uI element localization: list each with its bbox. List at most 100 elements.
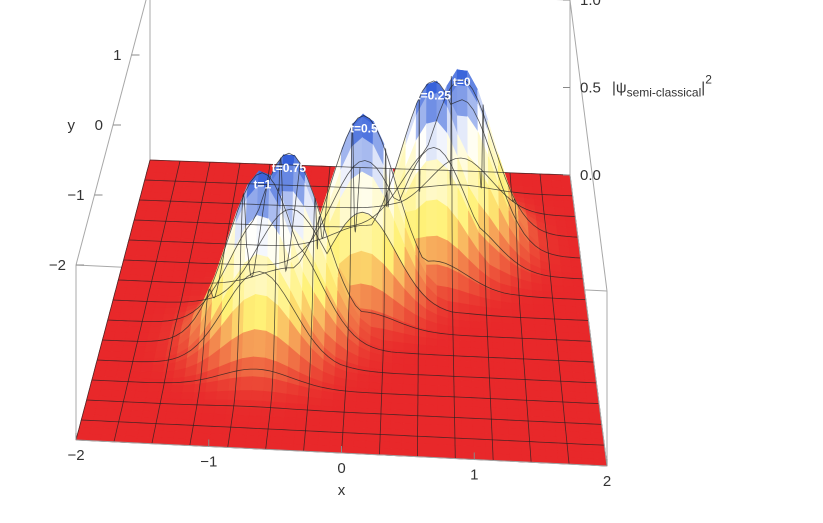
surface-patch xyxy=(588,412,602,421)
surface-patch xyxy=(193,174,205,182)
surface-patch xyxy=(553,200,565,208)
surface-patch xyxy=(449,418,462,427)
surface-patch xyxy=(253,163,265,171)
surface-patch xyxy=(204,391,218,401)
surface-patch xyxy=(317,444,331,453)
surface-patch xyxy=(350,171,363,219)
surface-patch xyxy=(196,439,211,447)
surface-patch xyxy=(169,282,183,291)
surface-patch xyxy=(184,212,197,220)
surface-patch xyxy=(330,419,344,428)
surface-patch xyxy=(169,392,183,400)
surface-patch xyxy=(521,172,533,181)
mesh-line-y xyxy=(134,78,578,238)
surface-patch xyxy=(555,318,568,327)
surface-patch xyxy=(138,371,153,380)
surface-patch xyxy=(367,401,381,410)
surface-patch xyxy=(587,405,601,414)
surface-patch xyxy=(414,404,427,412)
surface-patch xyxy=(390,409,404,418)
surface-patch xyxy=(318,432,332,440)
surface-patch xyxy=(514,349,527,358)
surface-patch xyxy=(237,407,251,417)
surface-patch xyxy=(126,422,141,431)
surface-patch xyxy=(403,357,416,366)
surface-patch xyxy=(414,410,427,419)
surface-patch xyxy=(155,295,169,303)
surface-patch xyxy=(413,449,427,458)
surface-patch xyxy=(308,404,322,414)
surface-patch xyxy=(165,301,179,309)
surface-patch xyxy=(121,345,136,353)
surface-patch xyxy=(329,445,343,454)
surface-patch xyxy=(149,371,164,380)
surface-patch xyxy=(244,441,259,450)
surface-patch xyxy=(582,359,595,368)
surface-patch xyxy=(320,398,334,408)
surface-patch xyxy=(414,358,427,367)
surface-patch xyxy=(112,383,127,392)
surface-patch xyxy=(85,395,100,403)
surface-patch xyxy=(495,414,509,423)
surface-patch xyxy=(491,328,504,337)
y-tick-label: −2 xyxy=(49,257,66,274)
surface-patch xyxy=(570,259,583,268)
surface-patch xyxy=(142,351,157,360)
surface-patch xyxy=(223,168,236,177)
surface-patch xyxy=(592,445,606,454)
surface-patch xyxy=(210,426,225,435)
surface-patch xyxy=(189,193,201,201)
surface-patch xyxy=(401,449,415,457)
surface-patch xyxy=(194,212,207,221)
surface-patch xyxy=(425,358,438,367)
surface-patch xyxy=(263,377,277,393)
surface-patch xyxy=(458,327,471,336)
surface-patch xyxy=(518,408,532,417)
surface-patch xyxy=(212,174,225,183)
surface-patch xyxy=(342,420,356,428)
surface-patch xyxy=(556,325,569,334)
surface-patch xyxy=(304,444,319,453)
surface-patch xyxy=(206,206,219,215)
surface-patch xyxy=(561,187,573,196)
surface-patch xyxy=(414,377,427,386)
surface-patch xyxy=(500,301,513,311)
surface-patch xyxy=(177,412,191,420)
surface-patch xyxy=(578,326,591,335)
surface-patch xyxy=(356,380,370,390)
surface-patch xyxy=(181,384,196,394)
surface-patch xyxy=(100,382,115,391)
surface-patch xyxy=(269,436,283,444)
surface-patch xyxy=(389,435,403,444)
x-tick-label: 0 xyxy=(337,460,345,477)
surface-patch xyxy=(158,385,173,393)
surface-patch xyxy=(137,281,151,289)
surface-patch xyxy=(470,367,484,376)
surface-patch xyxy=(184,264,197,272)
surface-patch xyxy=(497,453,511,462)
surface-patch xyxy=(143,255,157,264)
surface-patch xyxy=(484,420,498,429)
surface-patch xyxy=(160,437,175,446)
surface-patch xyxy=(264,357,278,380)
surface-patch xyxy=(531,422,545,431)
surface-patch xyxy=(448,399,462,407)
surface-patch xyxy=(120,351,134,360)
surface-patch xyxy=(403,350,416,359)
surface-patch xyxy=(571,365,585,374)
surface-patch xyxy=(147,384,161,393)
surface-patch xyxy=(120,306,134,315)
mesh-line-x xyxy=(539,173,570,465)
surface-patch xyxy=(585,385,599,394)
surface-patch xyxy=(512,309,525,318)
surface-patch xyxy=(572,372,586,380)
surface-patch xyxy=(532,442,546,451)
surface-patch xyxy=(437,405,450,413)
surface-patch xyxy=(516,369,529,378)
surface-patch xyxy=(129,268,143,276)
z-label-superscript: 2 xyxy=(705,73,712,87)
surface-patch xyxy=(552,285,565,294)
surface-patch xyxy=(186,161,199,169)
surface-patch xyxy=(526,356,539,365)
surface-patch xyxy=(166,250,179,258)
